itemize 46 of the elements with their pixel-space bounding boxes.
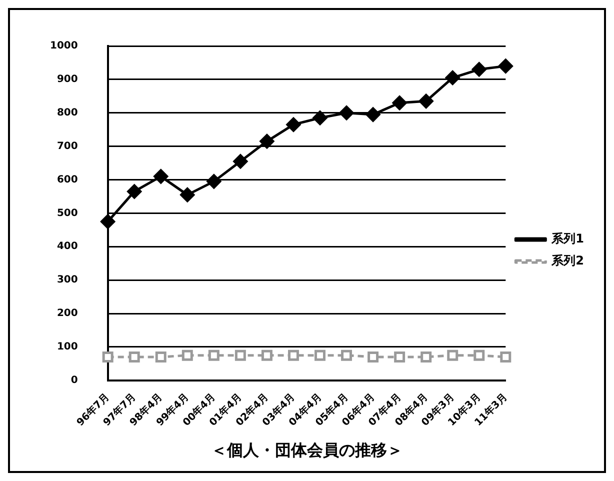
point bbox=[366, 107, 380, 122]
y-tick-label: 200 bbox=[56, 308, 78, 320]
y-tick-label: 100 bbox=[56, 342, 78, 353]
point bbox=[180, 188, 195, 202]
point bbox=[445, 70, 460, 86]
y-tick-label: 800 bbox=[56, 107, 78, 118]
y-tick-label: 600 bbox=[56, 174, 78, 186]
point bbox=[498, 58, 513, 74]
text: ＜個人・団体会員の推移＞ bbox=[211, 440, 403, 460]
point bbox=[100, 214, 116, 229]
point bbox=[312, 110, 328, 126]
point bbox=[418, 94, 434, 108]
point bbox=[474, 350, 485, 361]
y-tick-label: 0 bbox=[70, 375, 78, 386]
point bbox=[261, 350, 272, 361]
legend-label: 系列2 bbox=[550, 254, 584, 268]
point bbox=[420, 352, 432, 362]
y-tick-label: 900 bbox=[56, 74, 78, 86]
point bbox=[288, 350, 299, 361]
point bbox=[394, 352, 406, 362]
y-tick-label: 500 bbox=[56, 208, 78, 219]
point bbox=[286, 117, 301, 132]
point bbox=[128, 352, 140, 362]
y-tick-label: 300 bbox=[56, 274, 78, 286]
point bbox=[392, 96, 407, 110]
point bbox=[472, 62, 486, 77]
point bbox=[314, 350, 326, 361]
point bbox=[233, 154, 248, 169]
point bbox=[208, 350, 220, 361]
point bbox=[127, 184, 142, 199]
point bbox=[447, 350, 458, 361]
point bbox=[341, 350, 352, 361]
point bbox=[368, 352, 379, 362]
point bbox=[339, 106, 354, 120]
point bbox=[234, 350, 246, 361]
point bbox=[260, 134, 274, 149]
legend-label: 系列1 bbox=[550, 232, 584, 246]
point bbox=[206, 174, 222, 189]
point bbox=[154, 169, 168, 184]
y-tick-label: 700 bbox=[56, 140, 78, 152]
point bbox=[182, 350, 193, 361]
point bbox=[102, 352, 114, 362]
point bbox=[500, 352, 512, 362]
y-tick-label: 400 bbox=[56, 241, 78, 252]
y-tick-label: 1000 bbox=[50, 40, 78, 52]
point bbox=[155, 352, 166, 362]
